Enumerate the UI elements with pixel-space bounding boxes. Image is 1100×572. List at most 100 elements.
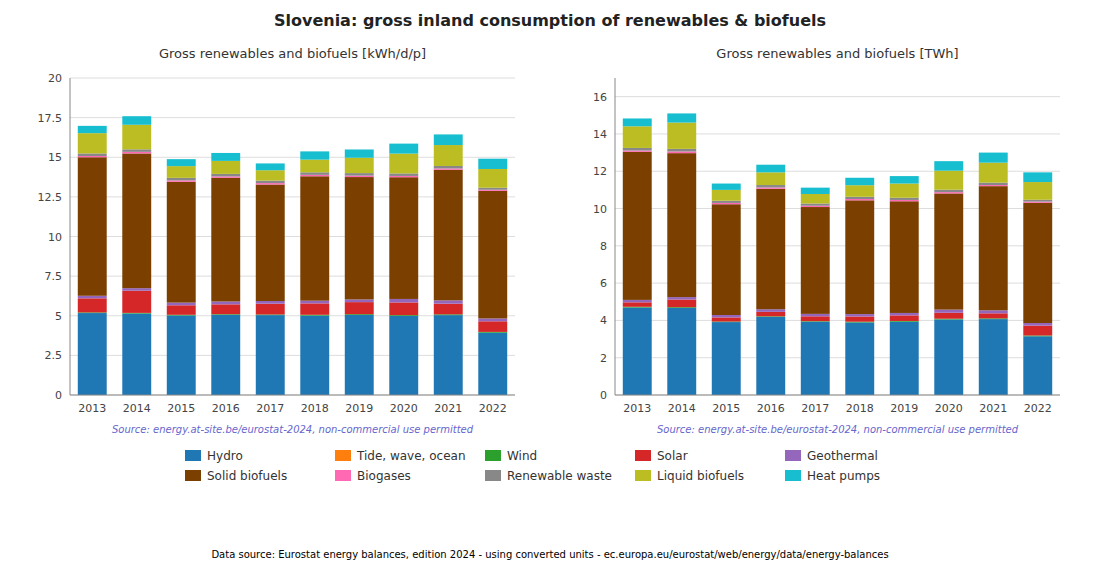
- legend-label: Renewable waste: [507, 469, 612, 483]
- bar-segment: [712, 204, 741, 315]
- bar-segment: [434, 166, 463, 169]
- legend-swatch: [635, 450, 651, 461]
- x-tick-label: 2018: [301, 402, 329, 415]
- bar-segment: [389, 144, 418, 154]
- bar-segment: [756, 189, 785, 309]
- bar-segment: [167, 159, 196, 166]
- bar-segment: [756, 165, 785, 173]
- bar-segment: [756, 317, 785, 395]
- y-tick-label: 0: [55, 389, 62, 402]
- bar-segment: [345, 314, 374, 315]
- bar-segment: [434, 304, 463, 315]
- bar-segment: [122, 314, 151, 395]
- bar-segment: [300, 151, 329, 159]
- bar-segment: [167, 315, 196, 395]
- bar-segment: [211, 176, 240, 177]
- bar-segment: [389, 177, 418, 299]
- bar-segment: [845, 178, 874, 185]
- bar-segment: [167, 166, 196, 178]
- bar-segment: [623, 148, 652, 151]
- subtitle: Gross renewables and biofuels [kWh/d/p]: [159, 46, 426, 61]
- bar-segment: [712, 317, 741, 321]
- bar-segment: [211, 153, 240, 161]
- x-tick-label: 2022: [479, 402, 507, 415]
- bar-segment: [667, 308, 696, 395]
- bar-segment: [1023, 323, 1052, 326]
- bar-segment: [300, 303, 329, 314]
- x-tick-label: 2020: [935, 402, 963, 415]
- y-tick-label: 0: [600, 389, 607, 402]
- bar-segment: [667, 307, 696, 308]
- bar-segment: [667, 113, 696, 122]
- grid-line: [615, 96, 1060, 97]
- bar-segment: [712, 201, 741, 203]
- bar-segment: [122, 313, 151, 314]
- x-tick-label: 2015: [712, 402, 740, 415]
- legend-swatch: [485, 470, 501, 481]
- bar-segment: [801, 203, 830, 205]
- bar-segment: [434, 300, 463, 303]
- y-axis: [70, 78, 71, 395]
- legend: HydroTide, wave, oceanWindSolarGeotherma…: [185, 449, 880, 483]
- bar-segment: [801, 206, 830, 207]
- bar-segment: [1023, 182, 1052, 200]
- bar-segment: [122, 125, 151, 150]
- grid-line: [615, 395, 1060, 396]
- bar-segment: [712, 315, 741, 317]
- bar-segment: [211, 174, 240, 177]
- y-tick-label: 10: [593, 203, 607, 216]
- bar-segment: [890, 198, 919, 200]
- bar-segment: [1023, 336, 1052, 395]
- x-tick-label: 2017: [256, 402, 284, 415]
- bar-segment: [434, 315, 463, 395]
- bar-segment: [890, 315, 919, 321]
- bar-segment: [122, 116, 151, 125]
- bar-segment: [712, 203, 741, 204]
- bar-segment: [78, 157, 107, 296]
- bar-segment: [1023, 336, 1052, 337]
- bar-segment: [890, 313, 919, 315]
- bar-segment: [979, 313, 1008, 318]
- bar-segment: [478, 332, 507, 333]
- bar-segment: [979, 310, 1008, 313]
- bar-segment: [934, 310, 963, 313]
- bar-segment: [389, 299, 418, 302]
- bar-segment: [211, 304, 240, 314]
- legend-swatch: [185, 450, 201, 461]
- bar-segment: [434, 170, 463, 301]
- bar-segment: [389, 302, 418, 315]
- x-tick-label: 2013: [623, 402, 651, 415]
- bar-segment: [345, 299, 374, 302]
- bar-segment: [801, 194, 830, 204]
- y-tick-label: 20: [48, 72, 62, 85]
- bar-segment: [167, 180, 196, 181]
- bar-segment: [801, 322, 830, 395]
- legend-label: Solar: [657, 449, 688, 463]
- bar-segment: [211, 178, 240, 302]
- chart: Slovenia: gross inland consumption of re…: [0, 0, 1100, 572]
- y-tick-label: 7.5: [45, 270, 63, 283]
- bar-segment: [1023, 202, 1052, 203]
- bar-segment: [890, 321, 919, 322]
- bar-segment: [934, 161, 963, 171]
- bar-segment: [801, 207, 830, 314]
- bar-segment: [845, 316, 874, 321]
- bar-segment: [211, 161, 240, 174]
- bar-segment: [667, 300, 696, 308]
- bar-segment: [256, 301, 285, 304]
- bar-segment: [345, 177, 374, 299]
- bar-segment: [345, 158, 374, 173]
- bar-segment: [256, 163, 285, 170]
- bar-segment: [478, 191, 507, 319]
- bar-segment: [756, 187, 785, 188]
- bar-segment: [667, 151, 696, 153]
- panel: Gross renewables and biofuels [TWh]02468…: [593, 46, 1060, 435]
- bar-segment: [801, 314, 830, 316]
- bar-segment: [667, 123, 696, 149]
- bar-segment: [712, 322, 741, 395]
- bar-segment: [78, 126, 107, 133]
- bar-segment: [756, 316, 785, 317]
- legend-label: Tide, wave, ocean: [356, 449, 466, 463]
- bar-segment: [623, 308, 652, 395]
- x-tick-label: 2015: [167, 402, 195, 415]
